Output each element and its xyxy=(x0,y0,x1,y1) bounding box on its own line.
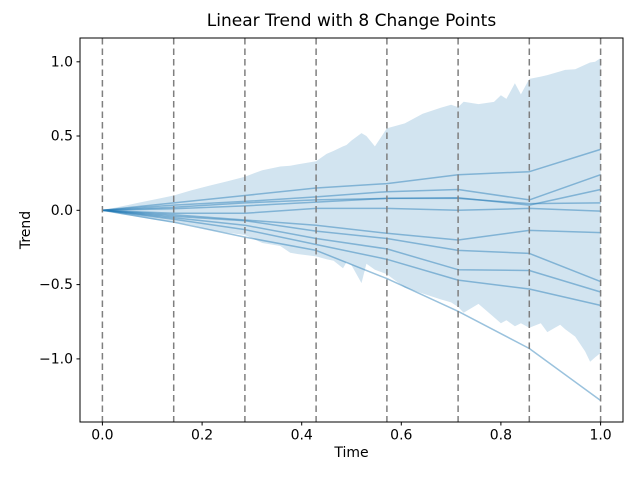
x-tick-label: 0.2 xyxy=(191,428,213,444)
trend-sample-8-line xyxy=(102,209,601,293)
trend-sample-3-line xyxy=(102,188,601,212)
x-axis-label: Time xyxy=(334,445,369,461)
trend-sample-4-line xyxy=(102,197,601,212)
chart-title: Linear Trend with 8 Change Points xyxy=(206,11,497,31)
x-tick-label: 0.4 xyxy=(291,428,313,444)
y-tick-label: 1.0 xyxy=(51,54,73,70)
trend-sample-9-line xyxy=(102,209,601,307)
y-tick-label: 0.5 xyxy=(51,129,73,145)
x-tick-label: 0.8 xyxy=(490,428,512,444)
y-tick-label: −1.0 xyxy=(39,351,73,367)
trend-sample-10-line xyxy=(102,209,602,402)
y-tick-label: −0.5 xyxy=(39,277,73,293)
axes-spines xyxy=(79,37,624,423)
trend-sample-2-line xyxy=(102,173,601,212)
x-tick-label: 0.0 xyxy=(91,428,113,444)
trend-sample-7-line xyxy=(102,209,601,283)
trend-sample-1-line xyxy=(102,148,601,212)
y-axis-label: Trend xyxy=(18,210,34,250)
uncertainty-band xyxy=(102,58,601,362)
trend-sample-5-line xyxy=(102,207,601,215)
x-tick-label: 1.0 xyxy=(589,428,611,444)
trend-sample-6-line xyxy=(102,209,601,241)
x-tick-label: 0.6 xyxy=(390,428,412,444)
y-tick-label: 0.0 xyxy=(51,203,73,219)
